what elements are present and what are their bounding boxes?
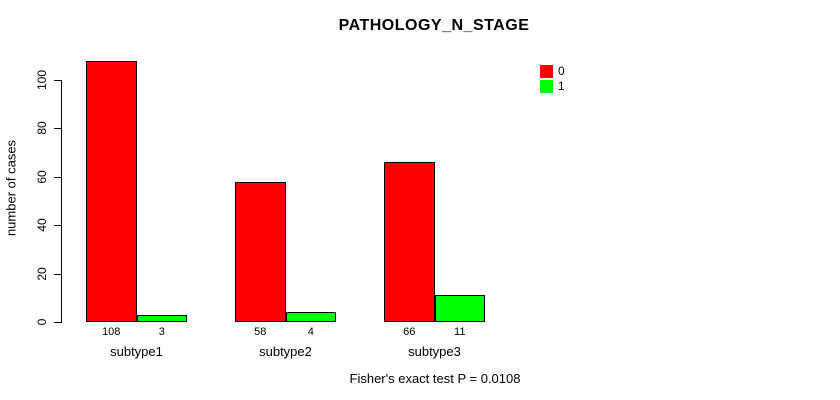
category-label-subtype2: subtype2 bbox=[259, 344, 312, 359]
legend-row: 0 bbox=[540, 65, 565, 78]
category-label-subtype3: subtype3 bbox=[408, 344, 461, 359]
bar-value-label: 58 bbox=[254, 326, 267, 338]
y-axis-title: number of cases bbox=[3, 139, 19, 237]
y-axis-line bbox=[61, 80, 62, 323]
legend-swatch-1 bbox=[540, 80, 553, 93]
annotation-text: Fisher's exact test P = 0.0108 bbox=[349, 371, 521, 386]
y-tick bbox=[54, 176, 61, 178]
bar-subtype2-series0 bbox=[235, 181, 286, 322]
y-tick bbox=[54, 322, 61, 323]
y-tick-label: 40 bbox=[35, 218, 49, 232]
bar-subtype3-series1 bbox=[434, 295, 485, 322]
bar-value-label: 108 bbox=[102, 326, 121, 338]
bar-subtype1-series0 bbox=[86, 60, 137, 322]
y-tick-label: 80 bbox=[35, 121, 49, 136]
legend-label: 0 bbox=[558, 64, 565, 78]
y-tick-label: 0 bbox=[35, 318, 49, 326]
bar-value-label: 3 bbox=[158, 326, 165, 338]
bar-subtype3-series0 bbox=[384, 162, 435, 322]
y-tick-label: 100 bbox=[35, 69, 49, 91]
y-tick-label: 60 bbox=[35, 170, 49, 184]
y-tick bbox=[54, 128, 61, 130]
bar-subtype1-series1 bbox=[136, 314, 187, 322]
y-tick bbox=[54, 273, 61, 275]
legend-row: 1 bbox=[540, 80, 565, 93]
bar-value-label: 11 bbox=[454, 326, 466, 338]
y-tick bbox=[54, 225, 61, 227]
y-tick-label: 20 bbox=[35, 266, 49, 281]
bar-subtype2-series1 bbox=[285, 312, 336, 322]
y-tick bbox=[54, 80, 61, 81]
bar-value-label: 66 bbox=[403, 326, 416, 338]
legend-swatch-0 bbox=[540, 65, 553, 78]
chart-title: PATHOLOGY_N_STAGE bbox=[338, 17, 530, 34]
category-label-subtype1: subtype1 bbox=[110, 344, 163, 359]
legend-label: 1 bbox=[558, 79, 565, 93]
bar-value-label: 4 bbox=[307, 326, 314, 338]
